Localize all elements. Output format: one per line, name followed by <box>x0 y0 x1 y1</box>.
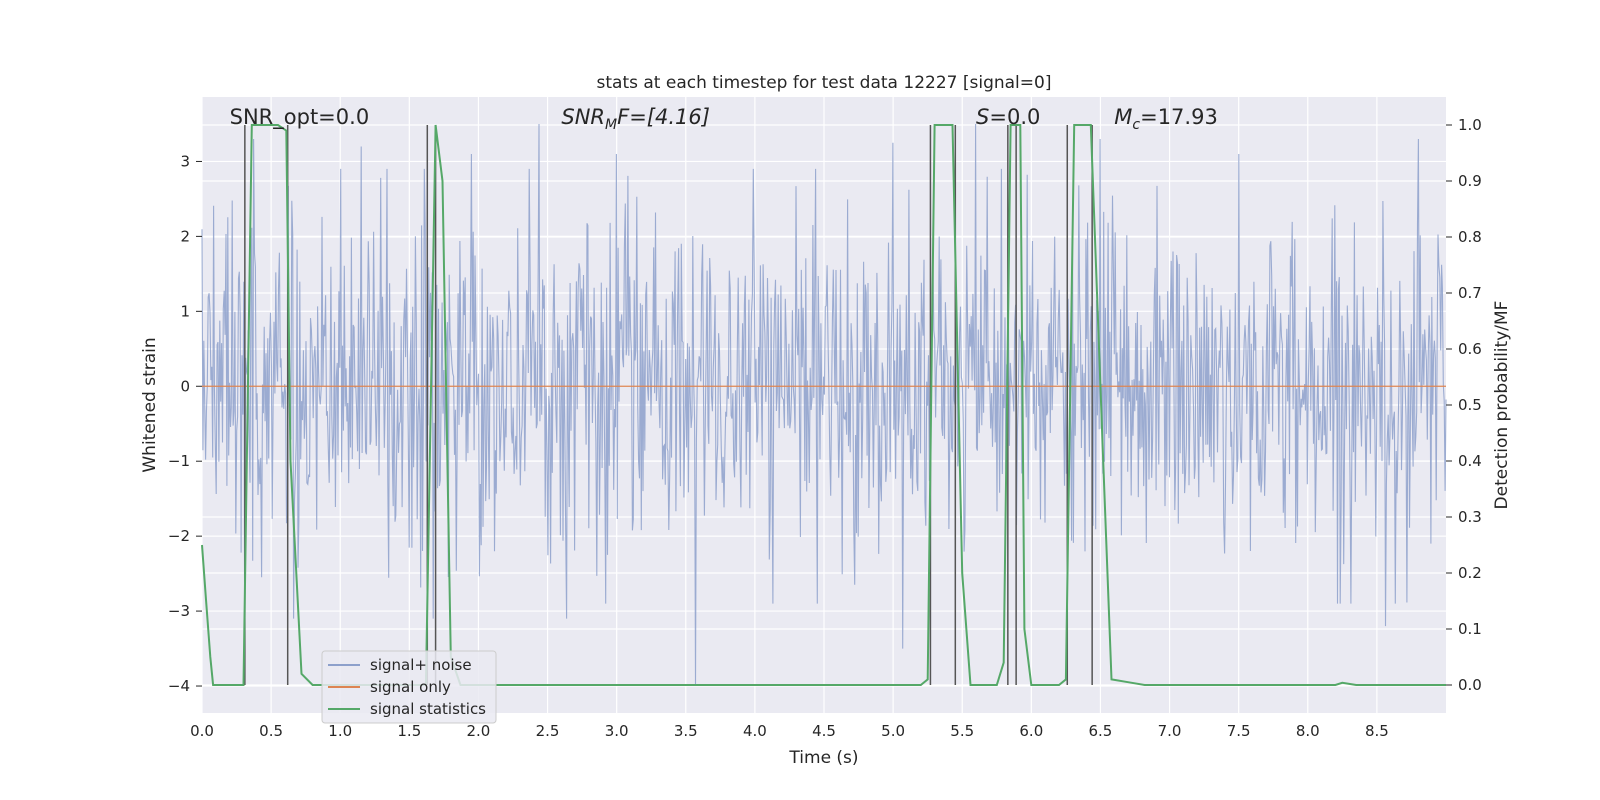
annotation-1: SNRMF=[4.16] <box>561 105 710 133</box>
chart-title: stats at each timestep for test data 122… <box>597 73 1052 93</box>
x-tick-label: 7.5 <box>1227 722 1251 740</box>
y-tick-label: 2 <box>180 227 190 245</box>
y-tick-label: −2 <box>168 527 190 545</box>
y2-tick-label: 0.2 <box>1458 564 1482 582</box>
y2-tick-label: 0.5 <box>1458 396 1482 414</box>
y-tick-label: 1 <box>180 302 190 320</box>
y-axis-label: Whitened strain <box>140 337 160 472</box>
x-tick-label: 7.0 <box>1158 722 1182 740</box>
annotation-3: Mc=17.93 <box>1114 105 1218 133</box>
x-tick-label: 5.0 <box>881 722 905 740</box>
x-tick-label: 3.5 <box>674 722 698 740</box>
y2-tick-label: 0.7 <box>1458 284 1482 302</box>
x-tick-label: 2.0 <box>467 722 491 740</box>
annotation-2: S=0.0 <box>976 105 1040 129</box>
annotations: SNR_opt=0.0 SNRMF=[4.16] S=0.0 Mc=17.93 <box>230 105 1218 133</box>
legend-box <box>321 650 497 724</box>
x-tick-label: 2.5 <box>536 722 560 740</box>
data-layer <box>201 123 1447 687</box>
x-tick-label: 3.0 <box>605 722 629 740</box>
y2-tick-label: 0.9 <box>1458 172 1482 190</box>
x-tick-label: 1.5 <box>397 722 421 740</box>
y-tick-label: 3 <box>180 152 190 170</box>
y2-tick-label: 0.3 <box>1458 508 1482 526</box>
y2-tick-label: 0.4 <box>1458 452 1482 470</box>
x-axis-label: Time (s) <box>788 748 858 768</box>
tick-labels: 0.0 0.5 1.0 1.5 2.0 2.5 3.0 3.5 4.0 4.5 5.0 5.5 6.0 6… <box>168 116 1482 740</box>
x-tick-label: 8.5 <box>1365 722 1389 740</box>
annotation-0: SNR_opt=0.0 <box>230 105 370 130</box>
y2-tick-label: 1.0 <box>1458 116 1482 134</box>
y-tick-label: 0 <box>180 377 190 395</box>
y2-tick-label: 0.6 <box>1458 340 1482 358</box>
x-tick-label: 4.5 <box>812 722 836 740</box>
x-tick-label: 6.0 <box>1019 722 1043 740</box>
series-signal-noise <box>201 123 1447 687</box>
series-signal-statistics <box>201 124 1446 686</box>
x-tick-label: 0.0 <box>190 722 214 740</box>
x-tick-label: 0.5 <box>259 722 283 740</box>
y2-tick-label: 0.8 <box>1458 228 1482 246</box>
y-tick-label: −4 <box>168 677 190 695</box>
y2-tick-label: 0.1 <box>1458 620 1482 638</box>
y2-axis-label: Detection probability/MF <box>1492 301 1512 510</box>
legend-label-signal-statistics: signal statistics <box>370 700 486 718</box>
x-tick-label: 1.0 <box>328 722 352 740</box>
legend: signal+ noise signal only signal statist… <box>321 650 497 724</box>
legend-label-signal-only: signal only <box>370 678 451 696</box>
x-tick-label: 4.0 <box>743 722 767 740</box>
legend-label-signal-noise: signal+ noise <box>370 656 472 674</box>
y2-tick-label: 0.0 <box>1458 676 1482 694</box>
y-tick-label: −1 <box>168 452 190 470</box>
x-tick-label: 5.5 <box>950 722 974 740</box>
x-tick-label: 8.0 <box>1296 722 1320 740</box>
y-tick-label: −3 <box>168 602 190 620</box>
x-tick-label: 6.5 <box>1089 722 1113 740</box>
